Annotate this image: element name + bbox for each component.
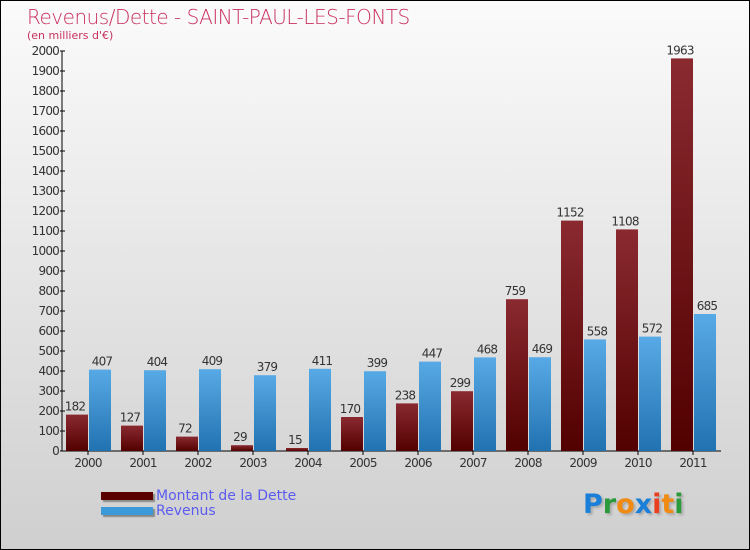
data-label: 407 [92,355,113,369]
y-tick-label: 600 [38,324,59,338]
debt-bar [671,58,693,452]
legend-item-revenus: Revenus [101,503,216,519]
debt-bar [396,403,418,451]
debt-bar [561,220,583,451]
y-tick-label: 1400 [32,164,60,178]
data-label: 15 [288,433,302,447]
legend-label-debt: Montant de la Dette [156,488,297,504]
data-label: 572 [642,322,663,336]
debt-bar [231,445,253,451]
data-label: 447 [422,347,443,361]
y-tick-label: 1600 [32,124,60,138]
y-tick-label: 200 [38,404,59,418]
x-tick-label: 2003 [239,456,267,470]
legend-item-debt: Montant de la Dette [101,488,296,504]
y-tick-label: 1200 [32,204,60,218]
x-tick-label: 2010 [624,456,652,470]
y-tick-label: 400 [38,364,59,378]
data-label: 759 [505,284,526,298]
y-tick-label: 2000 [32,44,60,58]
y-tick-label: 0 [52,444,59,458]
data-label: 127 [120,411,141,425]
revenus-bar [474,357,496,451]
data-label: 409 [202,354,223,368]
data-label: 469 [532,342,553,356]
x-tick-label: 2001 [129,456,157,470]
revenus-bar [144,370,166,451]
revenus-bar [419,361,441,451]
debt-bar [341,417,363,451]
data-label: 379 [257,360,278,374]
y-tick-label: 800 [38,284,59,298]
data-label: 404 [147,355,168,369]
x-tick-label: 2011 [679,456,707,470]
data-label: 685 [697,299,718,313]
x-tick-label: 2004 [294,456,322,470]
revenus-bar [309,368,331,451]
legend-swatch-revenus [101,507,153,515]
x-tick-label: 2005 [349,456,377,470]
revenus-bar [529,357,551,451]
data-label: 29 [233,430,247,444]
data-label: 170 [340,402,361,416]
data-label: 238 [395,388,416,402]
revenus-bar [89,369,111,451]
debt-bar [506,299,528,451]
y-tick-label: 100 [38,424,59,438]
revenus-bar [584,339,606,451]
data-label: 182 [65,400,86,414]
y-tick-label: 1300 [32,184,60,198]
revenus-bar [199,369,221,451]
debt-bar [286,448,308,451]
data-label: 72 [178,422,192,436]
data-label: 558 [587,324,608,338]
legend-swatch-debt [101,492,153,500]
y-tick-label: 1000 [32,244,60,258]
revenus-bar [639,336,661,451]
proxiti-logo: Proxiti [583,489,684,520]
data-label: 1108 [611,214,639,228]
revenus-bar [254,375,276,451]
debt-bar [616,229,638,451]
y-tick-label: 500 [38,344,59,358]
revenus-bar [694,314,716,451]
debt-bar [121,425,143,451]
x-tick-label: 2000 [74,456,102,470]
data-label: 468 [477,342,498,356]
debt-bar [176,436,198,451]
y-tick-label: 1700 [32,104,60,118]
debt-bar [451,391,473,451]
legend-label-revenus: Revenus [156,503,216,519]
data-label: 299 [450,376,471,390]
x-tick-label: 2009 [569,456,597,470]
data-label: 1963 [666,43,694,57]
y-tick-label: 1800 [32,84,60,98]
chart-subtitle: (en milliers d'€) [27,29,114,42]
x-tick-label: 2008 [514,456,542,470]
data-label: 411 [312,354,333,368]
data-label: 1152 [556,206,584,220]
x-tick-label: 2002 [184,456,212,470]
y-tick-label: 1100 [32,224,60,238]
x-tick-label: 2007 [459,456,487,470]
y-tick-label: 300 [38,384,59,398]
data-label: 399 [367,356,388,370]
y-tick-label: 1500 [32,144,60,158]
y-tick-label: 1900 [32,64,60,78]
y-tick-label: 700 [38,304,59,318]
x-tick-label: 2006 [404,456,432,470]
chart-title: Revenus/Dette - SAINT-PAUL-LES-FONTS [27,5,410,29]
revenus-bar [364,371,386,451]
debt-bar [66,414,88,451]
y-tick-label: 900 [38,264,59,278]
